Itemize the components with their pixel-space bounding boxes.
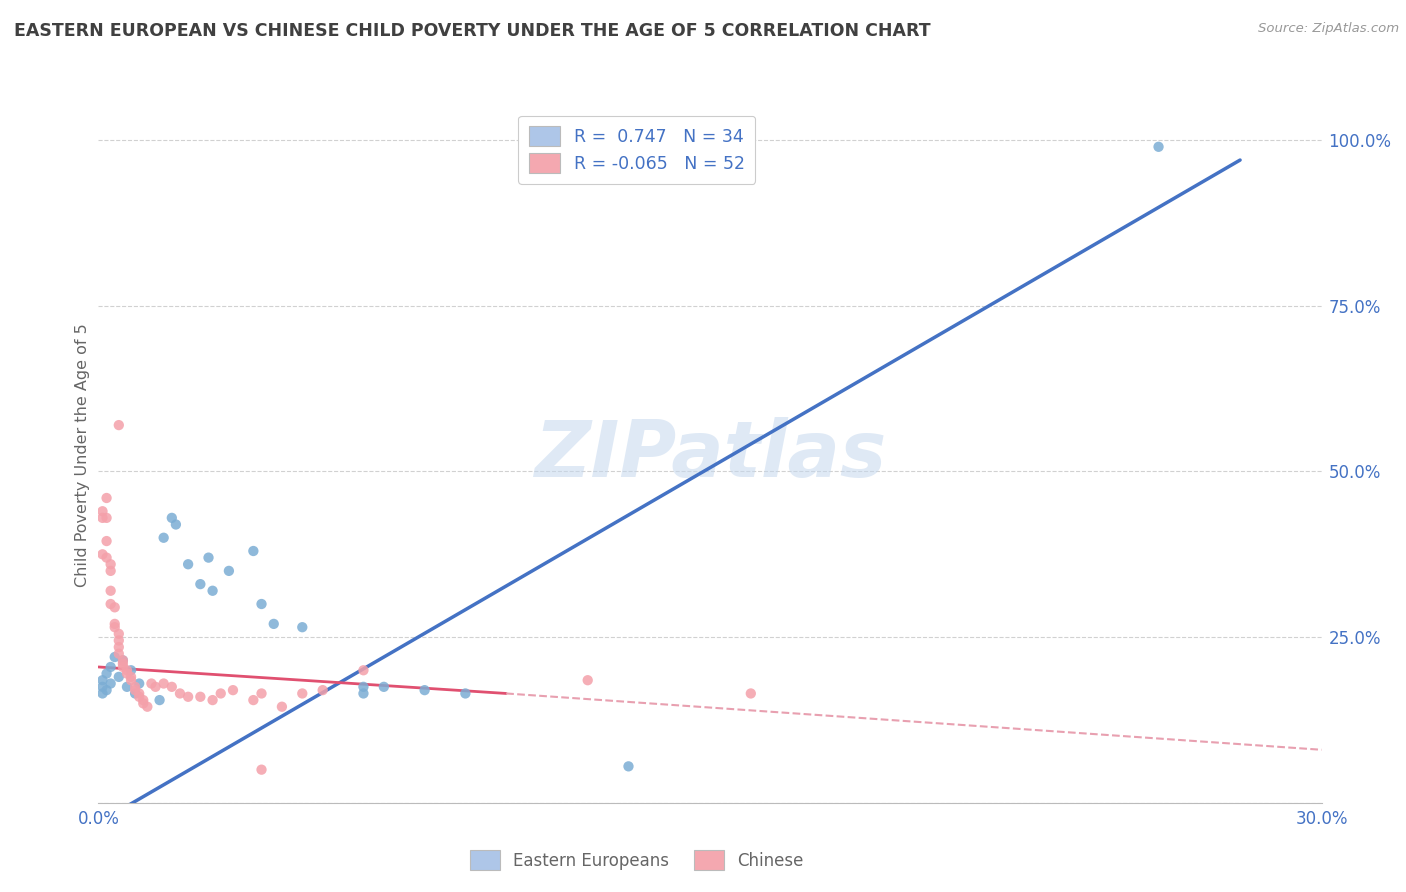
Point [115,663,138,677]
Point [91,547,114,561]
Point [96,683,118,698]
Point [617,759,640,773]
Point [111,653,134,667]
Point [124,683,146,698]
Point [242,544,264,558]
Point [91,511,114,525]
Point [96,666,118,681]
Point [132,697,155,711]
Text: EASTERN EUROPEAN VS CHINESE CHILD POVERTY UNDER THE AGE OF 5 CORRELATION CHART: EASTERN EUROPEAN VS CHINESE CHILD POVERT… [14,22,931,40]
Point [222,683,245,698]
Point [177,558,200,572]
Point [100,583,122,598]
Point [115,680,138,694]
Point [352,680,374,694]
Point [152,531,174,545]
Point [124,686,146,700]
Point [149,693,172,707]
Y-axis label: Child Poverty Under the Age of 5: Child Poverty Under the Age of 5 [75,323,90,587]
Point [250,686,273,700]
Point [100,676,122,690]
Point [218,564,240,578]
Point [91,673,114,688]
Point [152,676,174,690]
Point [100,597,122,611]
Point [188,690,212,704]
Point [120,663,142,677]
Point [96,511,118,525]
Point [373,680,395,694]
Point [201,693,224,707]
Point [100,660,122,674]
Point [128,690,150,704]
Point [108,640,131,654]
Point [100,558,122,572]
Point [145,680,167,694]
Point [120,673,142,688]
Point [128,676,150,690]
Point [128,686,150,700]
Point [108,418,131,433]
Point [188,577,212,591]
Point [104,620,127,634]
Point [132,693,155,707]
Point [352,686,374,700]
Text: Source: ZipAtlas.com: Source: ZipAtlas.com [1258,22,1399,36]
Point [91,680,114,694]
Point [104,616,127,631]
Point [1147,140,1170,154]
Point [201,583,224,598]
Point [141,676,163,690]
Point [91,504,114,518]
Point [100,564,122,578]
Point [120,670,142,684]
Point [91,686,114,700]
Point [413,683,436,698]
Point [576,673,599,688]
Point [136,699,159,714]
Point [291,620,314,634]
Point [96,491,118,505]
Point [108,627,131,641]
Point [96,534,118,549]
Point [124,680,146,694]
Point [108,633,131,648]
Point [160,680,183,694]
Point [242,693,264,707]
Point [115,666,138,681]
Point [104,600,127,615]
Point [291,686,314,700]
Point [96,550,118,565]
Point [263,616,285,631]
Point [250,597,273,611]
Point [108,647,131,661]
Text: ZIPatlas: ZIPatlas [534,417,886,493]
Point [169,686,191,700]
Point [111,657,134,671]
Point [740,686,762,700]
Point [108,670,131,684]
Point [160,511,183,525]
Point [104,650,127,665]
Point [312,683,335,698]
Point [111,660,134,674]
Point [454,686,477,700]
Point [177,690,200,704]
Point [352,663,374,677]
Point [111,653,134,667]
Point [209,686,232,700]
Point [270,699,294,714]
Legend: Eastern Europeans, Chinese: Eastern Europeans, Chinese [461,842,813,878]
Point [165,517,187,532]
Point [250,763,273,777]
Point [197,550,219,565]
